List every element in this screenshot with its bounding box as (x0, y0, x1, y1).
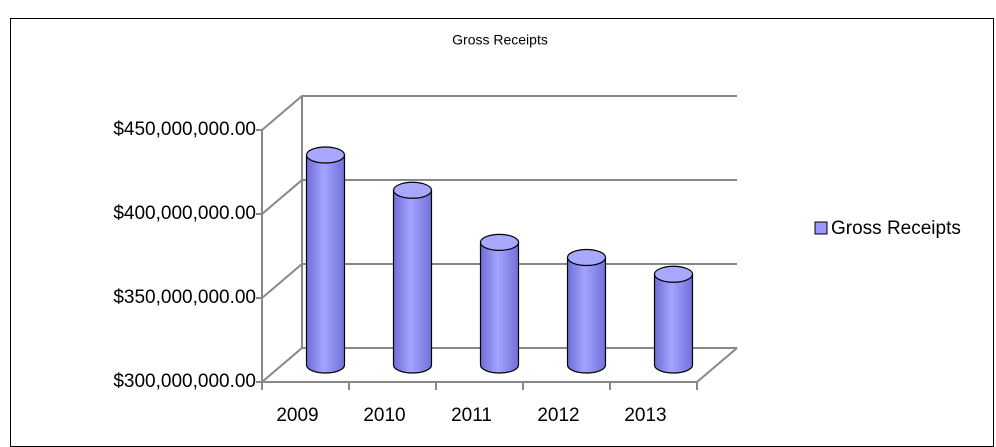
bar-body (479, 241, 520, 374)
y-tick-label: $350,000,000.00 (113, 287, 256, 308)
grid-line (261, 179, 737, 215)
legend-label: Gross Receipts (831, 218, 961, 239)
bar (566, 248, 607, 374)
y-tick-label: $300,000,000.00 (113, 371, 256, 392)
bar-body (305, 154, 346, 374)
bar-body (653, 273, 694, 374)
bar-top (392, 181, 433, 199)
y-tick-label: $450,000,000.00 (113, 119, 256, 140)
bar (392, 181, 433, 374)
grid-line (261, 95, 737, 131)
bar-top (305, 146, 346, 164)
chart-border (10, 18, 994, 447)
bar-body (392, 189, 433, 374)
x-tick-label: 2011 (451, 405, 492, 426)
x-tick-label: 2009 (276, 405, 318, 426)
bar (305, 146, 346, 374)
bar-top (653, 265, 694, 283)
legend-swatch (814, 221, 828, 235)
bar (479, 233, 520, 374)
x-tick-label: 2013 (624, 405, 666, 426)
bar-top (566, 248, 607, 267)
y-tick-label: $400,000,000.00 (113, 203, 256, 224)
chart-title: Gross Receipts (452, 32, 548, 48)
x-tick-label: 2012 (537, 405, 579, 426)
x-tick-label: 2010 (363, 405, 405, 426)
bar-body (566, 256, 607, 374)
bar-top (479, 233, 520, 251)
bar (653, 265, 694, 374)
